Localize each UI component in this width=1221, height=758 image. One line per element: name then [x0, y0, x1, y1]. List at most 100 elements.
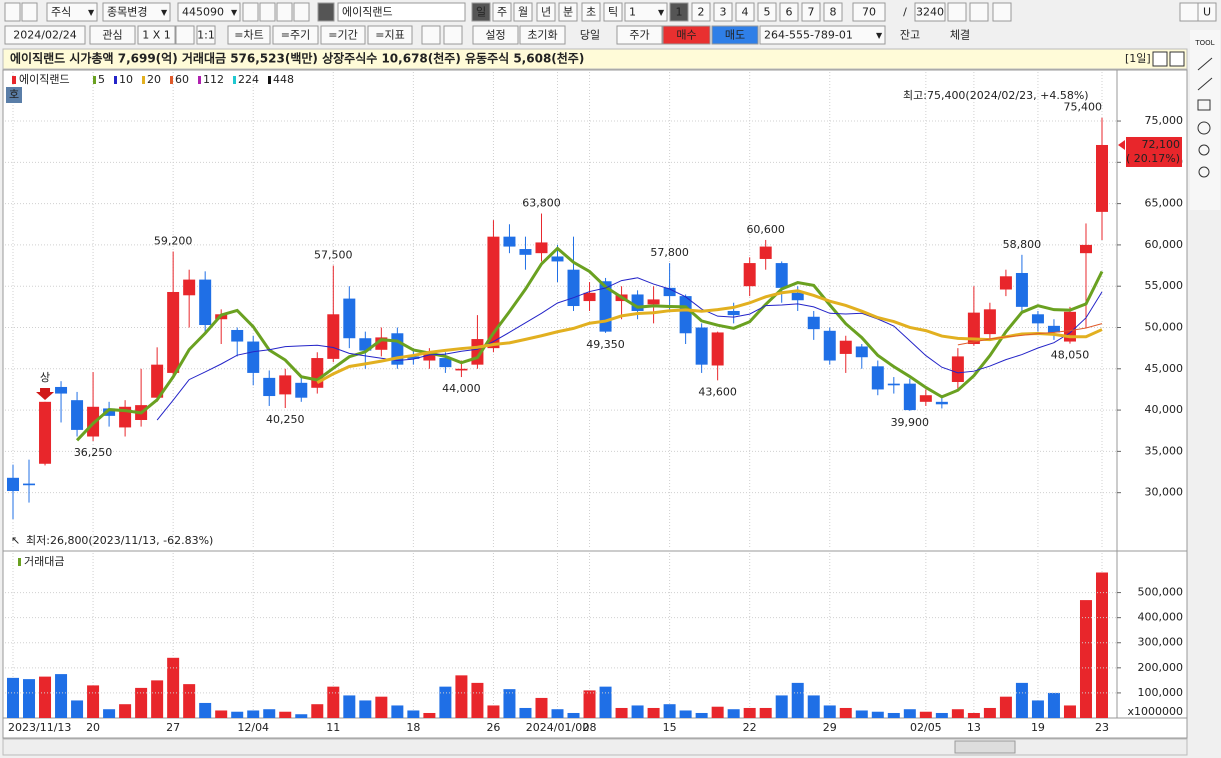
button[interactable]	[735, 2, 755, 22]
scrollbar[interactable]	[2, 738, 1188, 756]
volume-bar	[295, 714, 308, 718]
icon-button[interactable]	[947, 2, 967, 22]
icon-button[interactable]	[1179, 2, 1199, 22]
icon-button[interactable]	[242, 2, 259, 22]
button[interactable]	[757, 2, 777, 22]
tool-undo[interactable]	[1198, 144, 1210, 156]
button[interactable]	[471, 2, 491, 22]
button[interactable]	[713, 2, 733, 22]
button[interactable]	[536, 2, 556, 22]
icon-button[interactable]	[992, 2, 1012, 22]
info-bar	[2, 48, 1188, 70]
tool-rect[interactable]	[1197, 99, 1211, 111]
dropdown-arrow: ▼	[658, 8, 665, 17]
icon-button[interactable]	[421, 25, 441, 45]
x-tick-label: 08	[583, 721, 597, 734]
icon-button[interactable]	[276, 2, 293, 22]
button-label: 1	[629, 6, 636, 19]
button-label: 에이직랜드	[342, 6, 393, 19]
button[interactable]	[196, 25, 216, 45]
button[interactable]	[367, 25, 413, 45]
candle-body	[1063, 311, 1076, 342]
y-tick-label: 400,000	[1138, 611, 1184, 624]
volume-bar	[423, 712, 436, 718]
volume-bar	[647, 707, 660, 718]
button[interactable]	[691, 2, 711, 22]
button[interactable]	[711, 25, 759, 45]
button[interactable]	[669, 2, 689, 22]
tool-line[interactable]	[1197, 77, 1213, 91]
dropdown-arrow: ▼	[231, 8, 238, 17]
icon-button[interactable]	[175, 25, 195, 45]
volume-bar	[215, 710, 228, 718]
button[interactable]	[624, 2, 668, 22]
button-label: U	[1203, 6, 1211, 19]
button[interactable]	[823, 2, 843, 22]
button[interactable]	[337, 2, 466, 22]
button[interactable]	[581, 2, 601, 22]
volume-bar	[599, 686, 612, 718]
close-button[interactable]	[1169, 51, 1185, 67]
button[interactable]	[177, 2, 241, 22]
button[interactable]	[513, 2, 533, 22]
icon-button[interactable]	[969, 2, 989, 22]
button[interactable]	[46, 2, 98, 22]
button[interactable]	[852, 2, 886, 22]
button[interactable]	[779, 2, 799, 22]
legend-ma: 112	[203, 73, 224, 86]
icon-button[interactable]	[293, 2, 310, 22]
candle-body	[1096, 144, 1108, 212]
moving-average	[957, 323, 1103, 346]
volume-title: 거래대금	[24, 555, 64, 568]
button[interactable]	[759, 25, 886, 45]
chart-frame	[2, 69, 1188, 739]
candle-body	[759, 246, 772, 259]
tool-redo[interactable]	[1198, 166, 1210, 178]
button-label: 4	[742, 6, 749, 19]
restore-button[interactable]	[1152, 51, 1168, 67]
low-note-arrow: ↖	[11, 534, 20, 547]
volume-unit: x1000000	[1128, 705, 1184, 718]
button[interactable]	[272, 25, 319, 45]
icon-button[interactable]	[443, 25, 463, 45]
legend-ma: 20	[147, 73, 161, 86]
button[interactable]	[558, 2, 578, 22]
icon-button[interactable]	[4, 2, 21, 22]
tool-line[interactable]	[1197, 57, 1213, 71]
button-label: 틱	[608, 6, 618, 19]
tool-circle[interactable]	[1197, 121, 1211, 135]
button[interactable]	[801, 2, 821, 22]
button[interactable]	[102, 2, 171, 22]
button-label: 주가	[629, 29, 649, 42]
button[interactable]	[4, 25, 86, 45]
button[interactable]	[227, 25, 271, 45]
y-tick-label: 55,000	[1145, 279, 1184, 292]
volume-bar	[7, 677, 19, 718]
icon-button[interactable]	[21, 2, 38, 22]
button-label: 8	[830, 6, 837, 19]
legend-ma: 448	[273, 73, 294, 86]
y-tick-label: 45,000	[1145, 362, 1184, 375]
button[interactable]	[519, 25, 566, 45]
button[interactable]	[603, 2, 623, 22]
button[interactable]	[472, 25, 519, 45]
icon-button[interactable]	[259, 2, 276, 22]
candle-body	[887, 383, 900, 386]
button[interactable]	[89, 25, 136, 45]
button[interactable]	[492, 2, 512, 22]
candle-body	[903, 383, 916, 411]
button[interactable]	[137, 25, 176, 45]
scroll-thumb[interactable]	[954, 740, 1016, 754]
button[interactable]	[914, 2, 946, 22]
button[interactable]	[662, 25, 711, 45]
button[interactable]	[616, 25, 663, 45]
info-text: 에이직랜드 시가총액 7,699(억) 거래대금 576,523(백만) 상장주…	[10, 51, 584, 66]
moving-average	[316, 289, 1103, 384]
button[interactable]	[320, 25, 366, 45]
price-annotation: 58,800	[1003, 238, 1042, 251]
volume-bar	[823, 705, 836, 718]
icon-button[interactable]	[317, 2, 335, 22]
candle-body	[247, 341, 260, 373]
